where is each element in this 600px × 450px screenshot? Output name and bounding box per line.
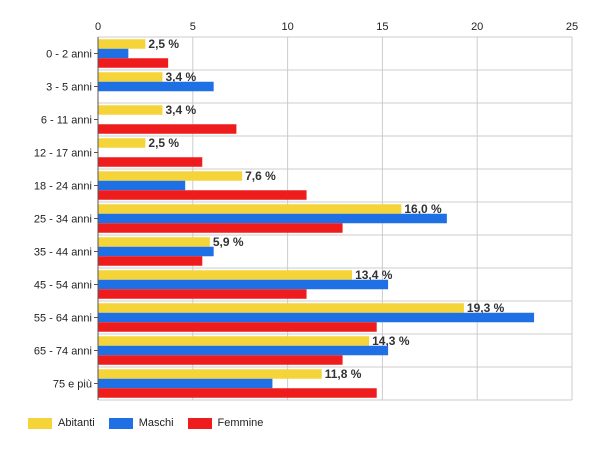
x-tick-label: 25 bbox=[566, 21, 578, 33]
data-label: 19,3 % bbox=[467, 301, 505, 315]
legend-item-femmine: Femmine bbox=[187, 417, 264, 429]
x-tick-label: 15 bbox=[376, 21, 388, 33]
x-tick-label: 5 bbox=[190, 21, 196, 33]
bar-femmine bbox=[98, 256, 203, 266]
data-label: 14,3 % bbox=[372, 334, 410, 348]
data-label: 5,9 % bbox=[213, 235, 244, 249]
legend-swatch-abitanti bbox=[28, 417, 52, 429]
bar-maschi bbox=[98, 180, 186, 191]
legend-label-abitanti: Abitanti bbox=[58, 417, 95, 429]
category-label: 18 - 24 anni bbox=[34, 181, 92, 193]
category-label: 35 - 44 anni bbox=[34, 247, 92, 259]
bar-maschi bbox=[98, 48, 129, 59]
bar-maschi bbox=[98, 279, 389, 290]
category-label: 65 - 74 anni bbox=[34, 346, 92, 358]
bar-abitanti bbox=[98, 336, 370, 346]
data-label: 2,5 % bbox=[148, 136, 179, 150]
category-label: 6 - 11 anni bbox=[41, 115, 92, 127]
bar-femmine bbox=[98, 124, 237, 134]
data-label: 7,6 % bbox=[245, 169, 276, 183]
legend-swatch-femmine bbox=[187, 417, 212, 429]
legend-label-maschi: Maschi bbox=[138, 417, 174, 429]
bar-maschi bbox=[98, 246, 214, 257]
bar-femmine bbox=[98, 355, 343, 365]
bar-abitanti bbox=[98, 171, 243, 181]
data-label: 3,4 % bbox=[165, 103, 196, 117]
bar-femmine bbox=[98, 58, 169, 68]
category-label: 3 - 5 anni bbox=[46, 82, 92, 94]
bar-femmine bbox=[98, 190, 307, 200]
data-label: 3,4 % bbox=[165, 70, 196, 84]
bar-abitanti bbox=[98, 237, 210, 247]
bar-maschi bbox=[98, 345, 389, 356]
legend-item-abitanti: Abitanti bbox=[28, 417, 95, 429]
bar-abitanti bbox=[98, 105, 163, 115]
x-tick-label: 20 bbox=[471, 21, 483, 33]
bar-femmine bbox=[98, 289, 307, 299]
x-tick-label: 10 bbox=[281, 21, 293, 33]
category-label: 0 - 2 anni bbox=[46, 49, 92, 61]
category-label: 55 - 64 anni bbox=[34, 313, 92, 325]
bar-abitanti bbox=[98, 138, 146, 148]
legend-swatch-maschi bbox=[108, 417, 133, 429]
bar-maschi bbox=[98, 213, 447, 224]
bar-abitanti bbox=[98, 270, 353, 280]
bar-maschi bbox=[98, 378, 273, 389]
legend: Abitanti Maschi Femmine bbox=[28, 417, 277, 429]
bar-abitanti bbox=[98, 303, 464, 313]
category-label: 75 e più bbox=[53, 379, 92, 391]
data-label: 13,4 % bbox=[355, 268, 393, 282]
bar-abitanti bbox=[98, 204, 402, 214]
category-label: 12 - 17 anni bbox=[34, 148, 92, 160]
bar-abitanti bbox=[98, 369, 322, 379]
bar-femmine bbox=[98, 157, 203, 167]
category-label: 25 - 34 anni bbox=[34, 214, 92, 226]
x-tick-label: 0 bbox=[95, 21, 101, 33]
legend-item-maschi: Maschi bbox=[108, 417, 174, 429]
bar-maschi bbox=[98, 81, 214, 92]
category-label: 45 - 54 anni bbox=[34, 280, 92, 292]
legend-label-femmine: Femmine bbox=[217, 417, 264, 429]
data-label: 16,0 % bbox=[404, 202, 442, 216]
data-label: 11,8 % bbox=[325, 367, 362, 381]
bar-abitanti bbox=[98, 39, 146, 49]
bar-maschi bbox=[98, 312, 535, 323]
bar-femmine bbox=[98, 388, 377, 398]
data-label: 2,5 % bbox=[148, 37, 179, 51]
bar-femmine bbox=[98, 223, 343, 233]
bar-abitanti bbox=[98, 72, 163, 82]
bar-femmine bbox=[98, 322, 377, 332]
